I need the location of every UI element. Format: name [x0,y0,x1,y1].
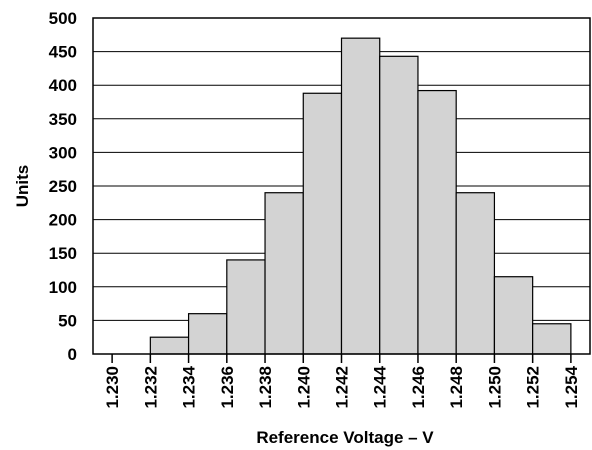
x-tick-label: 1.250 [485,366,504,409]
histogram-bar [149,336,190,355]
x-tick-label: 1.230 [103,366,122,409]
histogram-bar [493,276,534,355]
x-tick-label: 1.240 [294,366,313,409]
histogram-bar [532,323,572,355]
bars [149,37,572,355]
x-tick-label: 1.246 [409,366,428,409]
y-tick-label: 200 [49,211,77,230]
ticks [111,354,572,363]
histogram-bar [340,37,381,355]
histogram-bar [417,89,457,355]
y-axis-title: Units [13,165,32,208]
x-axis-title: Reference Voltage – V [256,428,434,447]
y-tick-label: 150 [49,244,77,263]
y-tick-label: 300 [49,143,77,162]
plot-frame [92,17,591,355]
x-tick-label: 1.236 [218,366,237,409]
histogram-bar [264,192,304,355]
x-tick-label: 1.238 [256,366,275,409]
y-tick-label: 250 [49,177,77,196]
histogram-bar [302,92,343,355]
x-tick-label: 1.244 [371,365,390,408]
x-tick-label: 1.232 [141,366,160,409]
y-tick-label: 500 [49,9,77,28]
y-tick-labels: 0 50 100 150 200 250 300 350 400 450 500 [49,9,77,364]
y-tick-label: 100 [49,278,77,297]
y-tick-label: 350 [49,110,77,129]
y-tick-label: 400 [49,76,77,95]
y-tick-label: 450 [49,43,77,62]
histogram-bar [379,55,419,355]
histogram-bar [187,313,228,355]
y-tick-label: 50 [58,311,77,330]
histogram-bar [226,259,266,355]
x-tick-label: 1.248 [447,366,466,409]
x-tick-label: 1.242 [333,366,352,409]
x-tick-labels: 1.230 1.232 1.234 1.236 1.238 1.240 1.242 1.244… [103,365,581,408]
histogram-bar [455,192,496,355]
y-tick-label: 0 [68,345,77,364]
x-tick-label: 1.254 [562,365,581,408]
x-tick-label: 1.234 [180,365,199,408]
x-tick-label: 1.252 [524,366,543,409]
